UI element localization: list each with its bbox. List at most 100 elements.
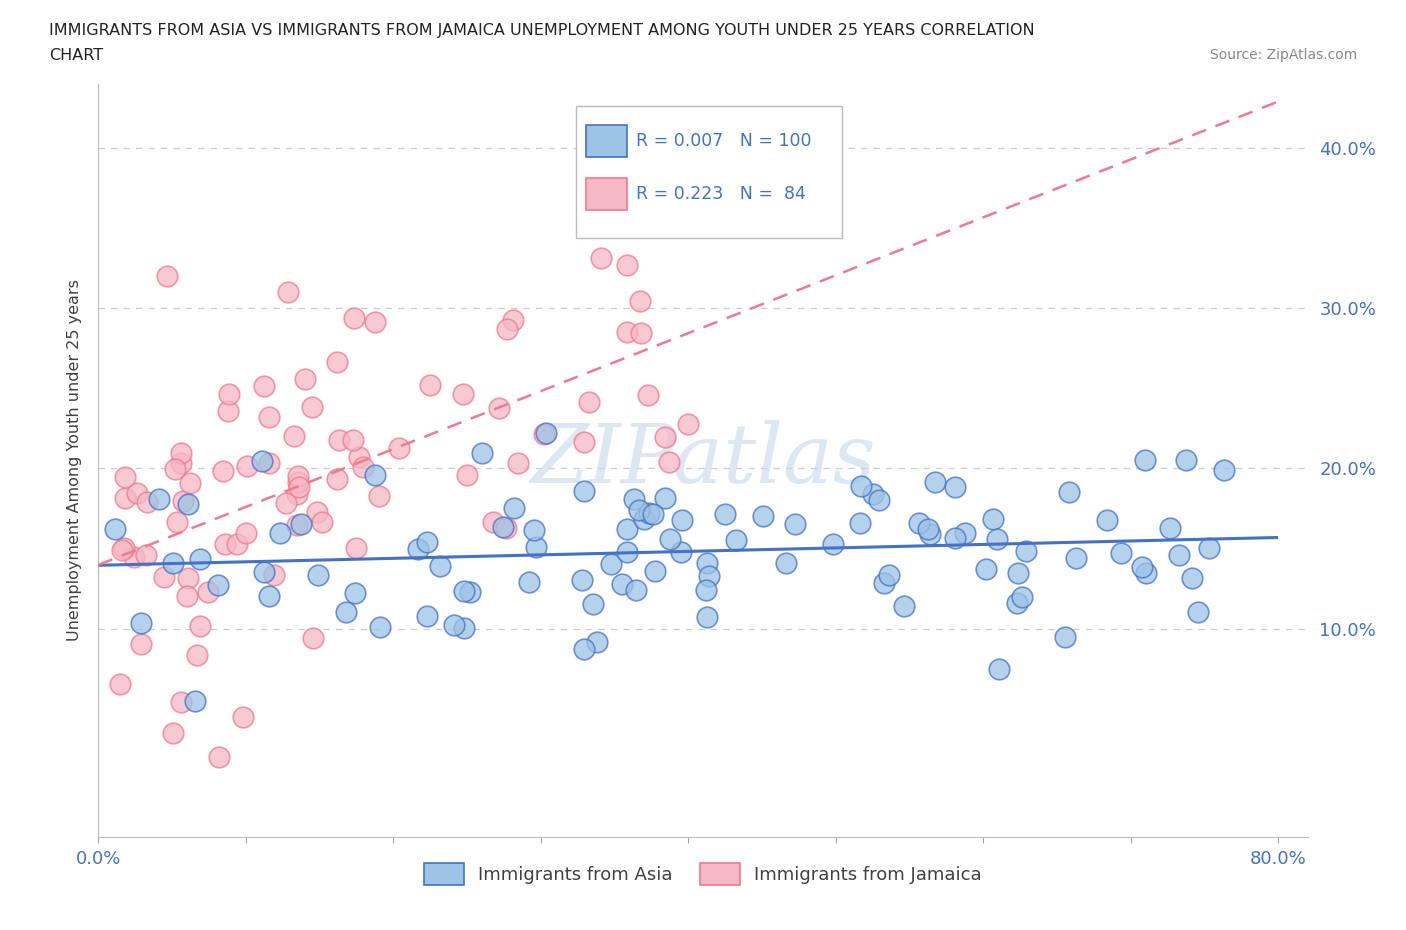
Point [658, 454, 681, 469]
Point [429, 559, 451, 574]
Point [253, 379, 276, 393]
Point [114, 491, 136, 506]
FancyBboxPatch shape [576, 106, 842, 238]
Point [637, 387, 659, 402]
Point [172, 493, 194, 508]
Point [671, 513, 693, 528]
Point [294, 372, 316, 387]
Point [616, 522, 638, 537]
Point [1097, 512, 1119, 527]
Point [263, 567, 285, 582]
Point [122, 550, 145, 565]
Point [624, 583, 647, 598]
Point [488, 401, 510, 416]
Point [893, 599, 915, 614]
Point [496, 322, 519, 337]
Point [217, 404, 239, 418]
Point [443, 618, 465, 632]
Point [253, 565, 276, 579]
Point [633, 512, 655, 527]
Text: Source: ZipAtlas.com: Source: ZipAtlas.com [1209, 48, 1357, 62]
Point [207, 578, 229, 592]
Point [924, 474, 946, 489]
Point [586, 635, 609, 650]
Point [1135, 453, 1157, 468]
Point [283, 428, 305, 443]
Point [451, 387, 474, 402]
Point [616, 325, 638, 339]
Point [534, 425, 557, 440]
Point [1015, 544, 1038, 559]
Point [616, 545, 638, 560]
Point [1057, 485, 1080, 500]
Point [177, 497, 200, 512]
Point [186, 647, 208, 662]
Point [669, 545, 692, 560]
Point [953, 525, 976, 540]
Point [862, 487, 884, 502]
Point [644, 563, 666, 578]
Point [368, 488, 391, 503]
Point [713, 507, 735, 522]
Point [1011, 590, 1033, 604]
Point [176, 589, 198, 604]
Point [125, 485, 148, 500]
Point [1212, 462, 1234, 477]
Point [218, 387, 240, 402]
Point [1187, 604, 1209, 619]
Point [170, 445, 193, 460]
Point [696, 556, 718, 571]
Text: R = 0.007   N = 100: R = 0.007 N = 100 [637, 132, 813, 150]
Point [456, 468, 478, 483]
Point [918, 526, 941, 541]
Point [578, 394, 600, 409]
Point [155, 269, 177, 284]
Point [917, 522, 939, 537]
Point [184, 694, 207, 709]
Point [277, 285, 299, 299]
Point [285, 517, 308, 532]
Point [696, 609, 718, 624]
Point [659, 532, 682, 547]
Point [616, 258, 638, 272]
Point [654, 491, 676, 506]
Point [162, 725, 184, 740]
Point [945, 479, 967, 494]
Point [188, 618, 211, 633]
Point [610, 577, 633, 591]
Point [481, 514, 503, 529]
Point [823, 537, 845, 551]
Point [533, 427, 555, 442]
Point [163, 461, 186, 476]
Point [170, 455, 193, 470]
Point [523, 523, 546, 538]
Point [352, 459, 374, 474]
Point [148, 492, 170, 507]
Point [257, 589, 280, 604]
Point [344, 585, 367, 600]
Text: CHART: CHART [49, 48, 103, 63]
Point [335, 604, 357, 619]
Point [170, 695, 193, 710]
Point [589, 251, 612, 266]
Point [638, 505, 661, 520]
Point [907, 515, 929, 530]
Point [627, 502, 650, 517]
Point [697, 568, 720, 583]
Point [166, 514, 188, 529]
Point [981, 512, 1004, 526]
Point [326, 354, 349, 369]
Point [1175, 453, 1198, 468]
Point [112, 540, 135, 555]
Point [235, 459, 257, 474]
Point [877, 567, 900, 582]
Point [986, 531, 1008, 546]
Point [214, 537, 236, 551]
Point [612, 172, 634, 187]
Point [197, 584, 219, 599]
Point [524, 540, 547, 555]
Point [177, 571, 200, 586]
Point [1053, 630, 1076, 644]
Point [1135, 565, 1157, 580]
Point [974, 561, 997, 576]
